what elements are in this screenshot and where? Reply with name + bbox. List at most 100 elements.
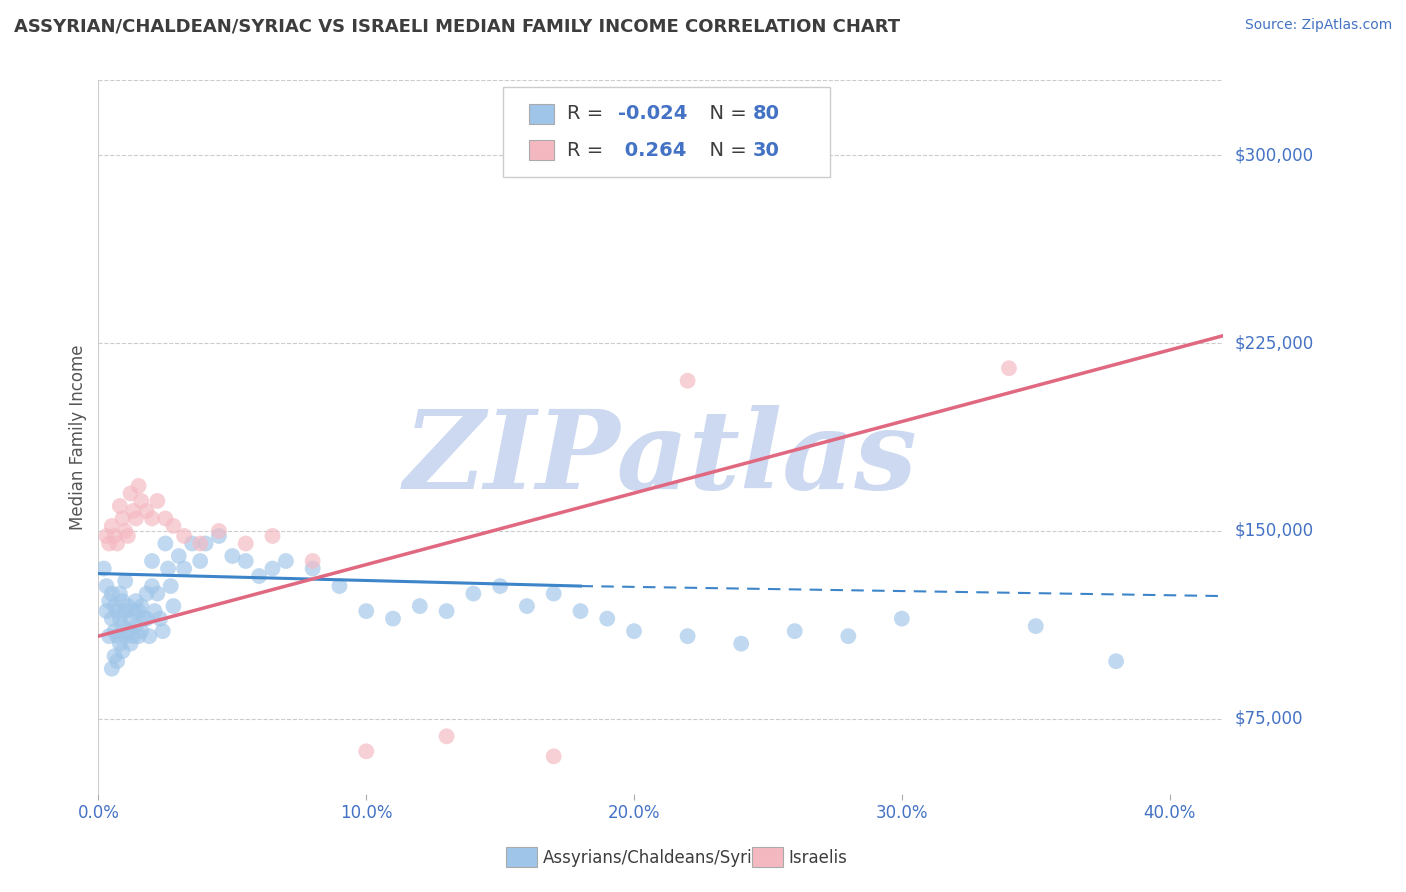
Point bbox=[152, 624, 174, 639]
Text: 30: 30 bbox=[754, 141, 780, 160]
Point bbox=[146, 494, 169, 508]
Point bbox=[149, 612, 172, 626]
Point bbox=[117, 624, 139, 639]
Point bbox=[436, 729, 458, 743]
Point bbox=[117, 599, 139, 613]
FancyBboxPatch shape bbox=[503, 87, 830, 177]
Point bbox=[98, 629, 121, 643]
Point bbox=[117, 529, 139, 543]
FancyBboxPatch shape bbox=[529, 104, 554, 124]
Point bbox=[382, 612, 405, 626]
Point bbox=[676, 374, 699, 388]
Point bbox=[596, 612, 619, 626]
Point bbox=[125, 619, 148, 633]
Point bbox=[114, 524, 136, 538]
Point bbox=[103, 599, 125, 613]
Y-axis label: Median Family Income: Median Family Income bbox=[69, 344, 87, 530]
Point bbox=[96, 604, 118, 618]
Point bbox=[135, 504, 157, 518]
Point bbox=[93, 561, 115, 575]
Point bbox=[120, 612, 142, 626]
Point bbox=[516, 599, 538, 613]
Point bbox=[623, 624, 645, 639]
Point bbox=[101, 662, 124, 676]
Text: -0.024: -0.024 bbox=[619, 104, 688, 123]
Point bbox=[155, 511, 177, 525]
Point bbox=[138, 629, 160, 643]
Point bbox=[128, 629, 150, 643]
Point bbox=[128, 604, 150, 618]
Point bbox=[235, 554, 257, 568]
Point bbox=[108, 637, 131, 651]
Text: Source: ZipAtlas.com: Source: ZipAtlas.com bbox=[1244, 18, 1392, 32]
Point bbox=[122, 604, 145, 618]
Point bbox=[122, 504, 145, 518]
Text: $225,000: $225,000 bbox=[1234, 334, 1313, 352]
Point bbox=[129, 599, 152, 613]
Text: Assyrians/Chaldeans/Syriacs: Assyrians/Chaldeans/Syriacs bbox=[543, 849, 780, 867]
Point bbox=[837, 629, 859, 643]
Point bbox=[159, 579, 181, 593]
Point bbox=[101, 586, 124, 600]
Point bbox=[569, 604, 592, 618]
Point bbox=[162, 519, 184, 533]
Point bbox=[141, 579, 163, 593]
Point bbox=[489, 579, 512, 593]
Point bbox=[120, 486, 142, 500]
Point bbox=[125, 511, 148, 525]
Point bbox=[301, 561, 323, 575]
Point bbox=[108, 612, 131, 626]
Text: $75,000: $75,000 bbox=[1234, 710, 1303, 728]
Point bbox=[1025, 619, 1047, 633]
Point bbox=[103, 649, 125, 664]
Point bbox=[105, 604, 128, 618]
Text: 0.264: 0.264 bbox=[619, 141, 686, 160]
Point bbox=[354, 744, 377, 758]
Text: N =: N = bbox=[697, 104, 752, 123]
Point bbox=[103, 529, 125, 543]
Point bbox=[274, 554, 297, 568]
Point bbox=[262, 529, 284, 543]
Text: Israelis: Israelis bbox=[789, 849, 848, 867]
Text: ZIPatlas: ZIPatlas bbox=[404, 405, 918, 512]
Point bbox=[129, 494, 152, 508]
Point bbox=[354, 604, 377, 618]
Point bbox=[114, 574, 136, 588]
Point bbox=[108, 499, 131, 513]
Point bbox=[141, 511, 163, 525]
Point bbox=[101, 519, 124, 533]
Text: 80: 80 bbox=[754, 104, 780, 123]
Text: R =: R = bbox=[568, 141, 610, 160]
Point bbox=[129, 624, 152, 639]
Point bbox=[783, 624, 806, 639]
Point bbox=[96, 529, 118, 543]
Point bbox=[194, 536, 217, 550]
Point bbox=[181, 536, 204, 550]
Point bbox=[262, 561, 284, 575]
Point bbox=[114, 629, 136, 643]
Point bbox=[105, 654, 128, 668]
Point bbox=[122, 629, 145, 643]
Point bbox=[328, 579, 350, 593]
Point bbox=[143, 604, 166, 618]
Point bbox=[111, 619, 134, 633]
Point bbox=[135, 586, 157, 600]
Text: N =: N = bbox=[697, 141, 752, 160]
Point bbox=[132, 612, 155, 626]
Point bbox=[235, 536, 257, 550]
Point bbox=[155, 536, 177, 550]
Point bbox=[208, 529, 231, 543]
Point bbox=[463, 586, 485, 600]
Point bbox=[247, 569, 270, 583]
FancyBboxPatch shape bbox=[529, 140, 554, 160]
Point bbox=[108, 586, 131, 600]
Point bbox=[167, 549, 190, 563]
Point bbox=[543, 749, 565, 764]
Point bbox=[98, 536, 121, 550]
Point bbox=[221, 549, 243, 563]
Point bbox=[173, 529, 195, 543]
Text: $300,000: $300,000 bbox=[1234, 146, 1313, 164]
Point bbox=[998, 361, 1021, 376]
Point bbox=[676, 629, 699, 643]
Point bbox=[105, 536, 128, 550]
